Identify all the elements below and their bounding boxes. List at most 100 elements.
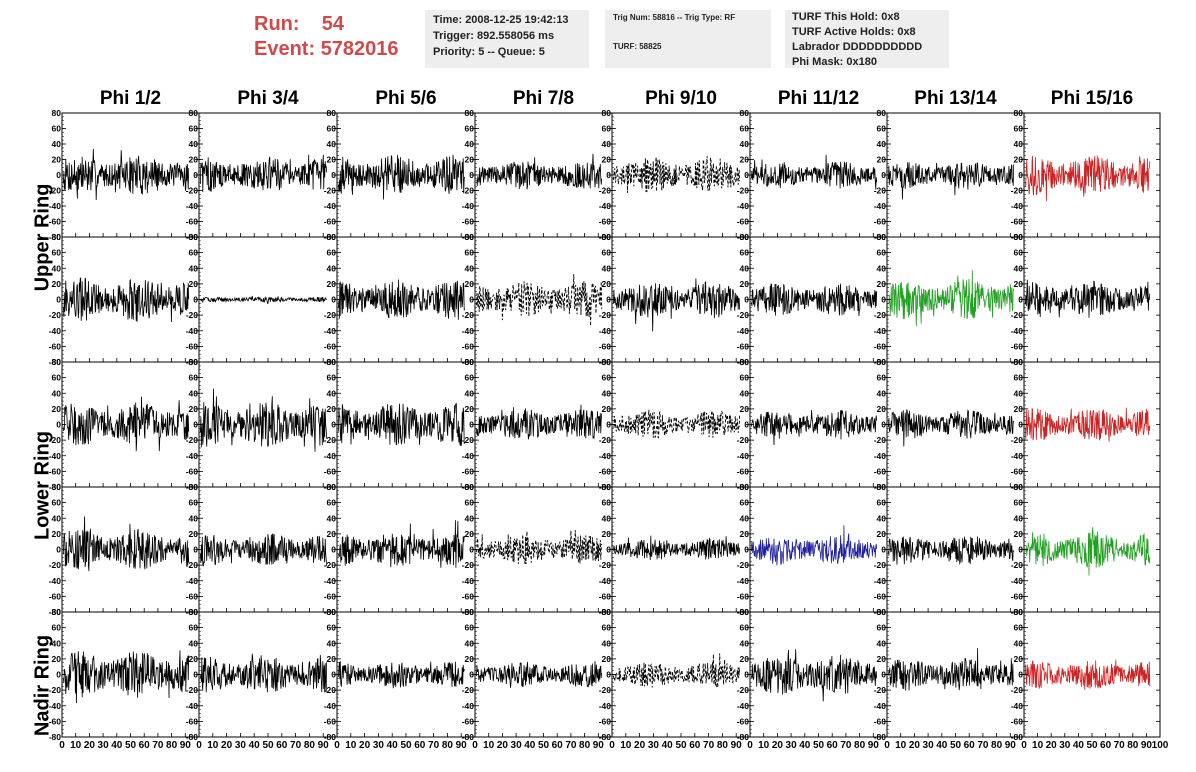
y-tick-label: -60 (599, 466, 612, 476)
turf-hold-line: TURF This Hold: 0x8 (792, 11, 900, 23)
run-event-block: Run: 54 Event: 5782016 (254, 12, 399, 62)
y-tick-label: 60 (1014, 248, 1024, 258)
y-tick-label: 60 (877, 498, 887, 508)
y-tick-label: -40 (324, 701, 337, 711)
y-tick-label: -60 (324, 591, 337, 601)
x-tick-label: 10 (620, 740, 632, 751)
x-tick-label: 30 (923, 740, 935, 751)
y-tick-label: 40 (602, 638, 612, 648)
y-tick-label: 20 (602, 155, 612, 165)
y-tick-label: 60 (602, 124, 612, 134)
x-tick-label: 90 (731, 740, 743, 751)
x-tick-label: 30 (786, 740, 798, 751)
y-tick-label: 80 (740, 357, 750, 367)
y-tick-label: 40 (602, 263, 612, 273)
y-tick-label: -20 (462, 435, 475, 445)
waveform-trace (338, 403, 465, 446)
waveform-trace (200, 295, 327, 305)
x-tick-label: 50 (400, 740, 412, 751)
y-tick-label: -60 (186, 716, 199, 726)
x-tick-label: 0 (747, 740, 753, 751)
y-tick-label: 60 (1014, 124, 1024, 134)
y-tick-label: -40 (599, 326, 612, 336)
y-tick-label: 60 (465, 124, 475, 134)
trigger-info-box: Trig Num: 58816 -- Trig Type: RF TURF: 5… (605, 10, 771, 68)
y-tick-label: 80 (877, 607, 887, 617)
y-tick-label: 40 (740, 388, 750, 398)
waveform-trace (751, 283, 878, 317)
y-tick-label: 60 (52, 124, 62, 134)
y-tick-label: -60 (49, 341, 62, 351)
y-tick-label: 60 (1014, 623, 1024, 633)
x-tick-label: 90 (1141, 740, 1153, 751)
y-tick-label: 40 (740, 513, 750, 523)
x-tick-label: 20 (221, 740, 233, 751)
phi-header-8: Phi 15/16 (1050, 88, 1134, 109)
y-tick-label: -40 (599, 451, 612, 461)
waveform-trace (1025, 659, 1151, 690)
y-tick-label: 20 (52, 654, 62, 664)
y-tick-label: 40 (189, 263, 199, 273)
x-tick-label: 70 (977, 740, 989, 751)
y-tick-label: -40 (324, 576, 337, 586)
x-tick-label: 10 (483, 740, 495, 751)
y-tick-label: 60 (189, 498, 199, 508)
y-tick-label: 80 (327, 607, 337, 617)
waveform-trace (200, 388, 327, 452)
waveform-trace (63, 396, 190, 452)
y-tick-label: -80 (874, 732, 887, 742)
x-tick-label: 0 (609, 740, 615, 751)
panel-r3-c1: -80 -60 -40 -20 0 20 40 60 80 (49, 357, 200, 492)
y-tick-label: -40 (49, 701, 62, 711)
y-tick-label: -80 (49, 482, 62, 492)
y-tick-label: 80 (602, 607, 612, 617)
y-tick-label: -20 (874, 560, 887, 570)
y-tick-label: 60 (327, 623, 337, 633)
y-tick-label: 80 (189, 607, 199, 617)
y-tick-label: -60 (874, 217, 887, 227)
y-tick-label: -40 (737, 326, 750, 336)
y-tick-label: -20 (186, 435, 199, 445)
y-tick-label: 0 (56, 420, 61, 430)
panel-frame (198, 236, 338, 363)
y-tick-label: 80 (1014, 357, 1024, 367)
y-tick-label: -60 (874, 466, 887, 476)
x-tick-label: 0 (196, 740, 202, 751)
y-tick-label: -80 (49, 732, 62, 742)
x-tick-label: 50 (125, 740, 137, 751)
x-tick-label: 40 (524, 740, 536, 751)
y-tick-label: -80 (324, 732, 337, 742)
y-tick-label: -20 (737, 435, 750, 445)
y-tick-label: 20 (740, 155, 750, 165)
y-tick-label: -40 (874, 451, 887, 461)
y-tick-label: -20 (186, 560, 199, 570)
x-tick-label: 50 (538, 740, 550, 751)
y-tick-label: -40 (1011, 326, 1024, 336)
x-tick-label: 90 (1005, 740, 1017, 751)
y-tick-label: 20 (52, 279, 62, 289)
y-tick-label: -40 (1011, 576, 1024, 586)
waveform-trace (1025, 155, 1151, 202)
y-tick-label: -20 (49, 310, 62, 320)
y-tick-label: -40 (1011, 201, 1024, 211)
x-tick-label: 60 (552, 740, 564, 751)
y-tick-label: 20 (465, 654, 475, 664)
x-tick-label: 50 (813, 740, 825, 751)
y-tick-label: -20 (462, 186, 475, 196)
y-tick-label: -20 (462, 560, 475, 570)
x-tick-label: 0 (472, 740, 478, 751)
time-line: Time: 2008-12-25 19:42:13 (433, 14, 569, 26)
waveform-trace (612, 156, 741, 193)
y-tick-label: -40 (874, 201, 887, 211)
waveform-trace (888, 648, 1015, 691)
y-tick-label: 80 (189, 232, 199, 242)
y-tick-label: 40 (877, 139, 887, 149)
y-tick-label: 40 (740, 139, 750, 149)
